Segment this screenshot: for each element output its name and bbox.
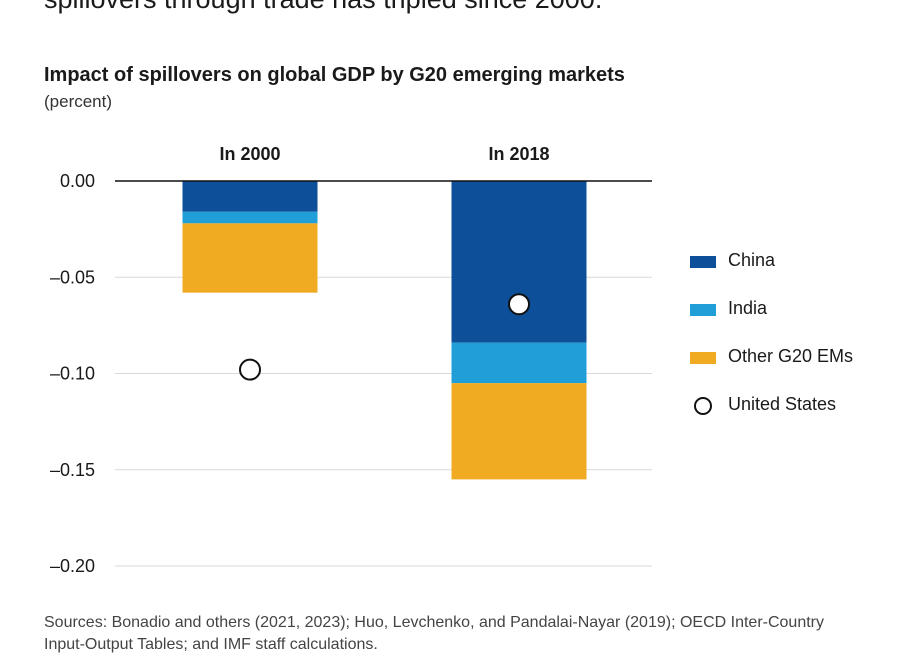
legend-label-india: India	[728, 298, 768, 318]
legend-label-other-g20: Other G20 EMs	[728, 346, 854, 366]
legend-label-china: China	[728, 250, 776, 270]
india-swatch	[690, 304, 716, 316]
y-tick-label: 0.00	[60, 171, 95, 191]
y-tick-label: –0.20	[50, 556, 95, 576]
category-label: In 2000	[219, 144, 280, 164]
china-swatch	[690, 256, 716, 268]
bar-china-0	[182, 181, 318, 212]
chart-title: Impact of spillovers on global GDP by G2…	[44, 64, 625, 86]
united-states-marker	[508, 293, 530, 316]
headline: spillovers through trade has tripled sin…	[44, 0, 602, 15]
y-tick-label: –0.10	[50, 364, 95, 384]
other-g20-swatch	[690, 352, 716, 364]
source-note: Sources: Bonadio and others (2021, 2023)…	[44, 614, 824, 653]
y-tick-label: –0.05	[50, 267, 95, 287]
united-states-marker-icon	[694, 397, 712, 415]
chart-subtitle: (percent)	[44, 92, 113, 111]
category-label: In 2018	[488, 144, 549, 164]
y-tick-label: –0.15	[50, 460, 95, 480]
bar-other-g20-ems-1	[451, 383, 587, 480]
united-states-marker	[239, 358, 261, 381]
legend-label-united-states: United States	[728, 394, 837, 414]
bar-china-1	[451, 181, 587, 343]
bar-india-0	[182, 211, 318, 224]
bar-other-g20-ems-0	[182, 223, 318, 293]
bar-india-1	[451, 342, 587, 384]
